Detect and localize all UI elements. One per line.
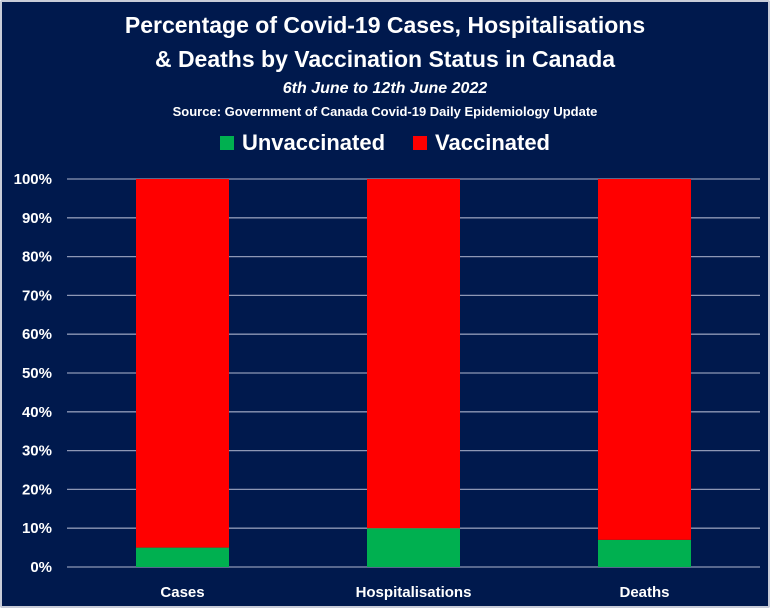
legend: Unvaccinated Vaccinated xyxy=(0,130,770,156)
y-tick-label: 80% xyxy=(22,249,52,266)
y-tick-label: 30% xyxy=(22,443,52,460)
y-tick-label: 70% xyxy=(22,287,52,304)
legend-swatch-vaccinated xyxy=(413,136,428,150)
y-tick-label: 100% xyxy=(14,171,52,188)
chart-title-line-1: Percentage of Covid-19 Cases, Hospitalis… xyxy=(124,12,646,38)
chart-title-line-2: & Deaths by Vaccination Status in Canada xyxy=(154,46,616,72)
y-tick-label: 90% xyxy=(22,210,52,227)
x-tick-label: Hospitalisations xyxy=(356,584,472,601)
bar-vaccinated-cases xyxy=(136,179,229,548)
y-tick-label: 20% xyxy=(22,481,52,498)
legend-item-vaccinated: Vaccinated xyxy=(413,130,550,156)
y-tick-label: 0% xyxy=(30,559,52,576)
legend-label-vaccinated: Vaccinated xyxy=(435,130,550,155)
legend-item-unvaccinated: Unvaccinated xyxy=(219,130,386,156)
y-tick-label: 50% xyxy=(22,365,52,382)
x-tick-label: Cases xyxy=(160,584,204,601)
bar-vaccinated-hospitalisations xyxy=(367,179,460,529)
bar-unvaccinated-hospitalisations xyxy=(367,528,460,567)
y-tick-label: 60% xyxy=(22,326,52,343)
y-tick-label: 10% xyxy=(22,520,52,537)
x-tick-label: Deaths xyxy=(619,584,669,601)
y-tick-label: 40% xyxy=(22,404,52,421)
bar-vaccinated-deaths xyxy=(598,179,691,540)
chart-subtitle: 6th June to 12th June 2022 xyxy=(282,80,488,97)
legend-swatch-unvaccinated xyxy=(219,136,234,150)
bar-unvaccinated-cases xyxy=(136,547,229,567)
legend-label-unvaccinated: Unvaccinated xyxy=(241,130,386,155)
chart-source: Source: Government of Canada Covid-19 Da… xyxy=(172,104,598,119)
bar-unvaccinated-deaths xyxy=(598,539,691,567)
